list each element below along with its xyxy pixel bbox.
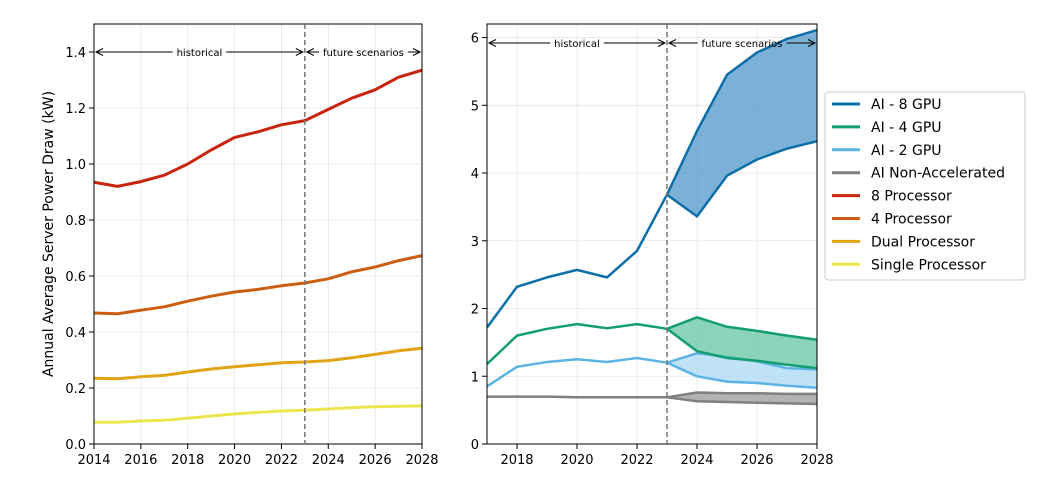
- future-low-line: [666, 139, 817, 218]
- series-group: [487, 28, 817, 406]
- future-annotation: future scenarios: [702, 39, 783, 50]
- legend-box: [824, 91, 1026, 281]
- y-tick-label: 0.2: [65, 382, 86, 397]
- y-axis-label: Annual Average Server Power Draw (kW): [41, 91, 57, 377]
- future-high-line: [666, 391, 817, 399]
- future-low-line: [666, 327, 817, 370]
- arrow-head: [807, 39, 817, 47]
- y-tick-label: 1: [471, 370, 479, 385]
- y-tick-label: 2: [471, 303, 479, 318]
- arrow-head: [295, 48, 304, 56]
- future-annotation: future scenarios: [323, 48, 404, 59]
- legend-label: 4 Processor: [871, 212, 952, 228]
- y-tick-label: 1.2: [65, 102, 86, 117]
- plot-frame: [93, 23, 423, 445]
- historical-annotation: historical: [554, 39, 600, 50]
- legend-label: Single Processor: [871, 257, 986, 273]
- historical-line: [487, 194, 669, 329]
- series-line: [94, 254, 422, 316]
- y-tick-label: 1.4: [65, 46, 86, 61]
- y-tick-label: 0.8: [65, 214, 86, 229]
- x-tick-label: 2018: [500, 453, 533, 468]
- future-low-line: [666, 396, 817, 406]
- x-tick-label: 2016: [124, 453, 157, 468]
- legend-label: 8 Processor: [871, 189, 952, 205]
- x-tick-label: 2026: [740, 453, 773, 468]
- legend: AI - 8 GPU AI - 4 GPU AI - 2 GPU AI Non-Acc…: [824, 91, 1026, 281]
- historical-line: [487, 395, 667, 399]
- series-line: [94, 68, 422, 188]
- arrow-head: [487, 39, 497, 47]
- y-tick-label: 4: [471, 167, 479, 182]
- left-chart: 2014 2016 2018 2020 2022 2024 2026 2028 0.0 0.2 0.…: [41, 23, 439, 468]
- historical-line: [487, 322, 668, 366]
- x-tick-label: 2028: [405, 453, 438, 468]
- plot-frame: [486, 23, 818, 445]
- legend-label: AI - 8 GPU: [871, 97, 942, 113]
- x-tick-label: 2026: [359, 453, 392, 468]
- x-tick-label: 2028: [800, 453, 833, 468]
- series-line: [94, 346, 422, 381]
- x-tick-label: 2020: [560, 453, 593, 468]
- x-tick-label: 2014: [77, 453, 110, 468]
- x-tick-label: 2024: [680, 453, 713, 468]
- y-tick-label: 0.0: [65, 438, 86, 453]
- future-high-line: [666, 316, 817, 341]
- y-tick-label: 5: [471, 99, 479, 114]
- arrow-head: [657, 39, 667, 47]
- historical-line: [487, 356, 668, 388]
- y-tick-label: 3: [471, 235, 479, 250]
- arrow-head: [94, 48, 104, 56]
- scenario-band: [667, 353, 817, 388]
- x-tick-label: 2020: [218, 453, 251, 468]
- right-chart: 2018 2020 2022 2024 2026 2028 0 1 2 3 4 5 6 historica…: [471, 23, 834, 468]
- legend-label: Dual Processor: [871, 234, 975, 250]
- historical-annotation: historical: [177, 48, 223, 59]
- legend-label: AI - 2 GPU: [871, 143, 942, 159]
- arrow-head: [412, 48, 422, 56]
- y-tick-label: 1.0: [65, 158, 86, 173]
- x-tick-label: 2024: [312, 453, 345, 468]
- x-tick-label: 2022: [620, 453, 653, 468]
- x-tick-label: 2022: [265, 453, 298, 468]
- future-high-line: [665, 28, 817, 196]
- scenario-band: [667, 317, 817, 369]
- legend-label: AI - 4 GPU: [871, 120, 942, 136]
- x-tick-label: 2018: [171, 453, 204, 468]
- arrow-head: [667, 39, 677, 47]
- series-group: [94, 68, 422, 424]
- y-tick-label: 0.6: [65, 270, 86, 285]
- arrow-head: [305, 48, 315, 56]
- y-tick-label: 0: [471, 438, 479, 453]
- scenario-band: [667, 30, 817, 217]
- y-tick-label: 6: [471, 32, 479, 47]
- y-tick-label: 0.4: [65, 326, 86, 341]
- future-low-line: [666, 361, 817, 390]
- series-line: [94, 404, 422, 424]
- legend-label: AI Non-Accelerated: [871, 166, 1005, 182]
